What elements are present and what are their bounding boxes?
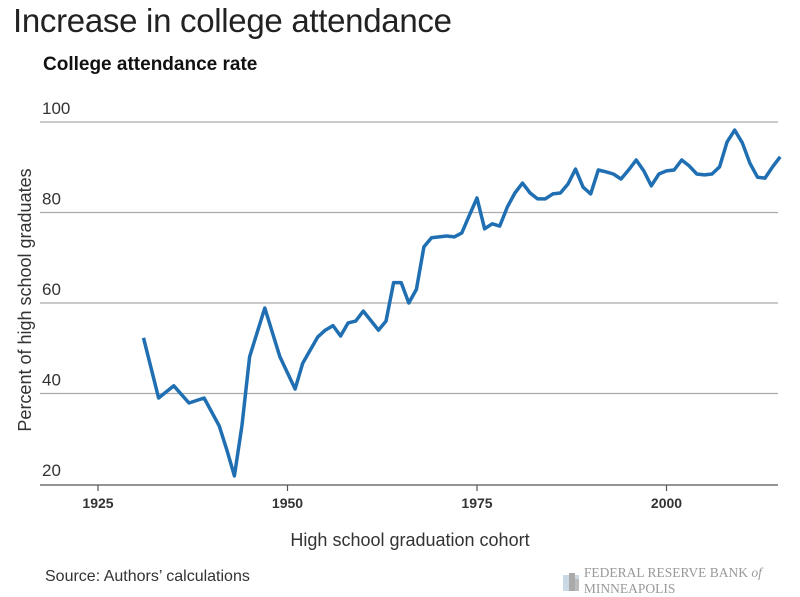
series-line	[141, 128, 782, 478]
y-tick-label: 60	[42, 280, 61, 299]
x-tick-label: 1950	[272, 495, 303, 511]
fed-logo: FEDERAL RESERVE BANK of MINNEAPOLIS	[563, 565, 800, 597]
y-tick-label: 20	[42, 461, 61, 480]
source-note: Source: Authors’ calculations	[45, 568, 250, 585]
y-tick-label: 40	[42, 371, 61, 390]
y-tick-label: 80	[42, 190, 61, 209]
chart-title: Increase in college attendance	[13, 2, 452, 39]
x-tick-label: 1925	[82, 495, 113, 511]
logo-text: FEDERAL RESERVE BANK of MINNEAPOLIS	[583, 565, 762, 596]
x-tick-label: 2000	[651, 495, 682, 511]
y-tick-label: 100	[42, 99, 70, 118]
chart-subtitle: College attendance rate	[43, 54, 258, 75]
y-axis-label: Percent of high school graduates	[15, 168, 35, 431]
building-icon	[563, 573, 579, 591]
x-tick-label: 1975	[461, 495, 492, 511]
x-axis-label: High school graduation cohort	[290, 530, 529, 550]
